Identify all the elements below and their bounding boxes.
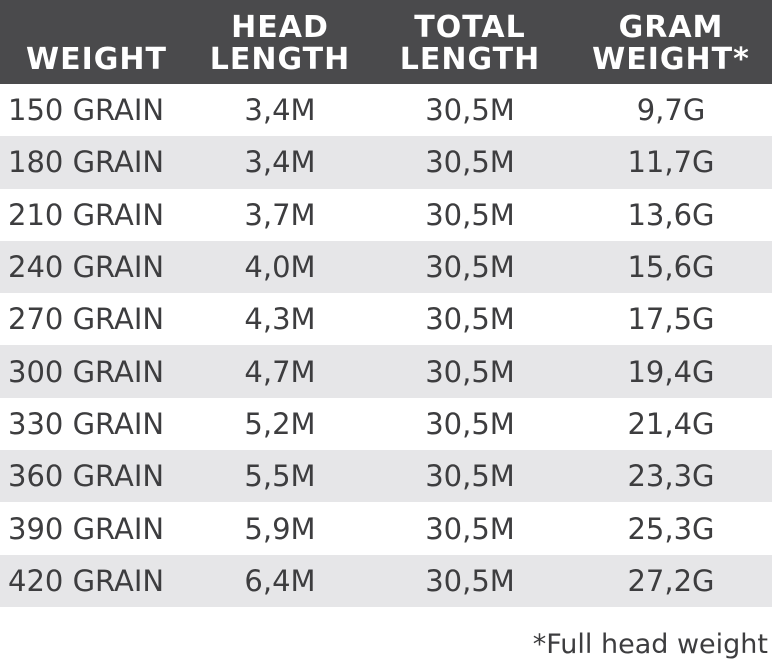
cell-gram-weight: 9,7G (636, 93, 706, 128)
cell-total-length: 30,5M (425, 406, 515, 441)
table-header: WEIGHT HEAD LENGTH TOTAL LENGTH GRAM WEI… (0, 0, 772, 84)
header-gram-weight-line-1: GRAM (618, 10, 724, 45)
header-head-length-line-1: HEAD (231, 10, 329, 45)
cell-gram-weight: 25,3G (627, 511, 715, 546)
cell-gram-weight: 11,7G (627, 145, 715, 180)
cell-gram-weight: 21,4G (627, 406, 715, 441)
footnote: *Full head weight (532, 629, 768, 660)
cell-total-length: 30,5M (425, 145, 515, 180)
header-head-length: HEAD LENGTH (190, 0, 370, 84)
table-row: 390 GRAIN 5,9M 30,5M 25,3G (0, 502, 772, 555)
cell-gram-weight: 17,5G (627, 302, 715, 337)
cell-head-length: 6,4M (244, 563, 316, 598)
cell-gram-weight: 13,6G (627, 197, 715, 232)
header-gram-weight-line-2: WEIGHT* (592, 42, 750, 77)
cell-total-length: 30,5M (425, 563, 515, 598)
cell-total-length: 30,5M (425, 459, 515, 494)
header-weight: WEIGHT (0, 0, 190, 84)
cell-head-length: 3,4M (244, 145, 316, 180)
cell-total-length: 30,5M (425, 93, 515, 128)
table-body: 150 GRAIN 3,4M 30,5M 9,7G 180 GRAIN 3,4M… (0, 84, 772, 607)
cell-total-length: 30,5M (425, 511, 515, 546)
cell-weight: 420 GRAIN (8, 563, 165, 598)
cell-weight: 300 GRAIN (8, 354, 165, 389)
cell-head-length: 5,2M (244, 406, 316, 441)
cell-head-length: 5,5M (244, 459, 316, 494)
header-row: WEIGHT HEAD LENGTH TOTAL LENGTH GRAM WEI… (0, 0, 772, 84)
cell-weight: 330 GRAIN (8, 406, 165, 441)
line-spec-table: WEIGHT HEAD LENGTH TOTAL LENGTH GRAM WEI… (0, 0, 772, 607)
cell-weight: 180 GRAIN (8, 145, 165, 180)
table-row: 360 GRAIN 5,5M 30,5M 23,3G (0, 450, 772, 503)
cell-weight: 360 GRAIN (8, 459, 165, 494)
cell-total-length: 30,5M (425, 302, 515, 337)
cell-weight: 240 GRAIN (8, 250, 165, 285)
cell-weight: 210 GRAIN (8, 197, 165, 232)
cell-head-length: 4,3M (244, 302, 316, 337)
cell-head-length: 3,4M (244, 93, 316, 128)
cell-weight: 150 GRAIN (8, 93, 165, 128)
table-row: 300 GRAIN 4,7M 30,5M 19,4G (0, 345, 772, 398)
table-row: 210 GRAIN 3,7M 30,5M 13,6G (0, 188, 772, 241)
cell-gram-weight: 27,2G (627, 563, 715, 598)
table-row: 270 GRAIN 4,3M 30,5M 17,5G (0, 293, 772, 346)
header-total-length-line-1: TOTAL (414, 10, 526, 45)
header-gram-weight: GRAM WEIGHT* (570, 0, 772, 84)
table-row: 420 GRAIN 6,4M 30,5M 27,2G (0, 554, 772, 607)
cell-head-length: 5,9M (244, 511, 316, 546)
header-weight-line-1: WEIGHT (26, 42, 167, 77)
cell-weight: 270 GRAIN (8, 302, 165, 337)
header-head-length-line-2: LENGTH (209, 42, 351, 77)
cell-total-length: 30,5M (425, 250, 515, 285)
table-row: 240 GRAIN 4,0M 30,5M 15,6G (0, 240, 772, 294)
cell-head-length: 3,7M (244, 197, 316, 232)
cell-gram-weight: 19,4G (627, 354, 715, 389)
cell-total-length: 30,5M (425, 354, 515, 389)
cell-gram-weight: 15,6G (627, 250, 715, 285)
cell-head-length: 4,0M (244, 250, 316, 285)
table-row: 180 GRAIN 3,4M 30,5M 11,7G (0, 136, 772, 189)
cell-gram-weight: 23,3G (627, 459, 715, 494)
cell-weight: 390 GRAIN (8, 511, 165, 546)
cell-head-length: 4,7M (244, 354, 316, 389)
table-row: 330 GRAIN 5,2M 30,5M 21,4G (0, 397, 772, 451)
header-total-length-line-2: LENGTH (399, 42, 541, 77)
table-row: 150 GRAIN 3,4M 30,5M 9,7G (0, 84, 772, 137)
header-total-length: TOTAL LENGTH (370, 0, 570, 84)
cell-total-length: 30,5M (425, 197, 515, 232)
